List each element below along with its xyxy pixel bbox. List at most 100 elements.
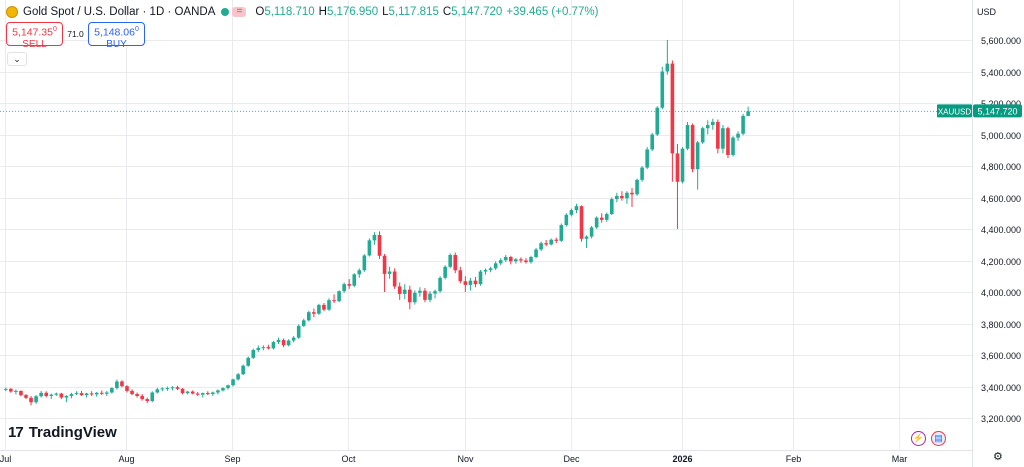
- sell-button[interactable]: 5,147.350 SELL: [6, 22, 63, 50]
- time-tick-label: Feb: [786, 454, 802, 464]
- buy-button[interactable]: 5,148.060 BUY: [88, 22, 145, 50]
- candle-body: [241, 365, 245, 375]
- candle-body: [387, 271, 392, 274]
- candle-body: [211, 392, 215, 395]
- symbol-title[interactable]: Gold Spot / U.S. Dollar · 1D · OANDA: [23, 6, 216, 18]
- tv-logo-text: TradingView: [28, 424, 117, 441]
- candle-body: [615, 195, 619, 200]
- buy-price-sup: 0: [134, 26, 139, 33]
- open-value: 5,118.710: [264, 6, 315, 18]
- equals-icon[interactable]: =: [232, 7, 247, 17]
- candle-body: [539, 243, 543, 250]
- time-tick-label: Jul: [0, 454, 11, 464]
- candle-body: [397, 286, 402, 294]
- candle-body: [483, 269, 488, 272]
- candle-body: [9, 388, 13, 392]
- candle-body: [39, 392, 43, 397]
- us-flag-icon[interactable]: ▤: [931, 431, 946, 446]
- change-value: +39.465 (+0.77%): [506, 6, 599, 18]
- candle-body: [145, 399, 149, 401]
- candle-body: [185, 391, 190, 394]
- low-value: 5,117.815: [388, 6, 439, 18]
- candle-body: [44, 392, 48, 396]
- candle-body: [34, 396, 38, 403]
- tradingview-logo[interactable]: 17 TradingView: [8, 424, 117, 441]
- lightning-icon[interactable]: ⚡: [911, 431, 926, 446]
- candle-body: [498, 260, 503, 264]
- candle-body: [544, 243, 548, 245]
- candle-body: [670, 63, 675, 154]
- candle-body: [195, 393, 200, 395]
- high-value: 5,176.950: [326, 6, 379, 18]
- candle-body: [620, 195, 624, 199]
- candle-body: [589, 227, 594, 237]
- candle-body: [317, 304, 321, 314]
- candle-body: [347, 284, 351, 286]
- candle-body: [59, 393, 64, 398]
- candle-body: [645, 149, 649, 168]
- chevron-down-icon[interactable]: ⌄: [7, 52, 27, 66]
- currency-selector[interactable]: USD: [977, 7, 997, 17]
- candle-body: [4, 388, 8, 390]
- candle-body: [519, 259, 523, 261]
- candle-body: [488, 268, 493, 270]
- candle-body: [155, 389, 160, 393]
- candle-body: [458, 270, 463, 282]
- candle-body: [377, 234, 382, 256]
- candle-body: [357, 270, 362, 275]
- sell-price-sup: 0: [52, 26, 57, 33]
- time-tick-label: 2026: [672, 454, 692, 464]
- candle-body: [382, 255, 387, 274]
- candle-body: [559, 225, 564, 241]
- gear-icon[interactable]: ⚙: [993, 451, 1003, 463]
- candle-body: [286, 340, 291, 346]
- candle-body: [110, 388, 114, 393]
- candle-body: [428, 293, 432, 300]
- time-tick-label: Dec: [563, 454, 580, 464]
- candle-body: [630, 192, 634, 195]
- candle-body: [549, 239, 553, 245]
- candle-body: [231, 379, 235, 386]
- candle-body: [175, 387, 180, 389]
- candle-body: [741, 115, 745, 134]
- candle-body: [24, 395, 28, 398]
- candle-body: [246, 357, 250, 366]
- symbol-tag-label: XAUUSD: [938, 107, 972, 116]
- candle-body: [731, 137, 735, 155]
- candle-body: [19, 390, 23, 396]
- candle-body: [408, 289, 412, 303]
- last-price-tag: XAUUSD 5,147.720: [937, 104, 1022, 118]
- candle-body: [261, 347, 266, 349]
- candle-body: [271, 342, 276, 349]
- price-tick-label: 3,800.000: [981, 320, 1021, 330]
- candle-body: [534, 249, 538, 258]
- gold-coin-icon: [6, 6, 18, 18]
- candle-body: [216, 390, 220, 393]
- candle-body: [690, 125, 695, 170]
- candle-body: [362, 255, 367, 271]
- candle-body: [529, 257, 533, 263]
- high-label: H: [318, 6, 327, 18]
- candle-body: [99, 392, 104, 394]
- candle-body: [372, 234, 377, 241]
- candle-body: [342, 284, 346, 292]
- candle-body: [190, 391, 195, 394]
- candle-body: [584, 236, 589, 239]
- candle-body: [569, 210, 574, 215]
- candle-body: [140, 395, 144, 400]
- low-label: L: [382, 6, 389, 18]
- spread-value: 71.0: [67, 29, 84, 39]
- candle-body: [509, 257, 513, 262]
- candle-body: [307, 312, 311, 321]
- candle-body: [135, 394, 139, 396]
- price-axis: 3,200.000 3,400.000 3,600.000 3,800.000 4,00…: [981, 36, 1021, 424]
- candle-body: [503, 257, 508, 261]
- candle-body: [463, 281, 468, 285]
- candle-body: [296, 325, 301, 338]
- price-tick-label: 5,400.000: [981, 68, 1021, 78]
- time-tick-label: Nov: [457, 454, 474, 464]
- candle-body: [716, 121, 720, 149]
- candle-body: [312, 312, 316, 314]
- price-tick-label: 3,600.000: [981, 351, 1021, 361]
